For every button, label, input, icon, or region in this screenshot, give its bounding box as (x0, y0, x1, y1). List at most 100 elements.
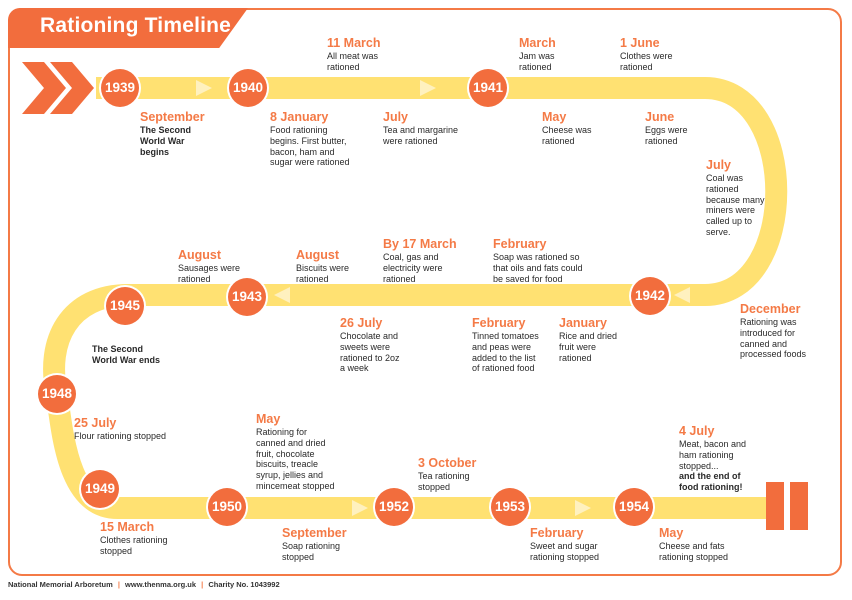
year-1954: 1954 (615, 488, 653, 526)
event-line: processed foods (740, 349, 807, 360)
footer: National Memorial Arboretum | www.thenma… (8, 580, 280, 589)
year-1945: 1945 (106, 287, 144, 325)
event-jul-1941-coal: July Coal was rationed because many mine… (706, 158, 765, 238)
event-month: 8 January (270, 110, 329, 124)
event-line: be saved for food (493, 273, 563, 284)
event-line: The Second (140, 125, 192, 135)
footer-site-link[interactable]: www.thenma.org.uk (125, 580, 197, 589)
event-line: rationed (559, 352, 592, 363)
event-line: serve. (706, 226, 731, 237)
event-jan-1940: 8 January Food rationing begins. First b… (270, 110, 350, 168)
year-1943: 1943 (228, 278, 266, 316)
event-line: rationed (296, 273, 329, 284)
event-month: 11 March (327, 36, 381, 50)
event-line-highlight: food rationing! (679, 482, 743, 493)
event-line: Rice and dried (559, 331, 618, 341)
event-mar-1941: March Jam was rationed (519, 36, 556, 73)
event-line: Cheese was (542, 125, 592, 135)
year-1940: 1940 (229, 69, 267, 107)
event-line: mincemeat stopped (256, 480, 335, 491)
event-month: May (659, 526, 684, 540)
event-line: All meat was (327, 51, 379, 61)
year-1948: 1948 (38, 375, 76, 413)
event-line: were rationed (383, 135, 438, 146)
event-month: August (178, 248, 222, 262)
event-line: rationed (519, 61, 552, 72)
event-month: February (530, 526, 584, 540)
event-month: By 17 March (383, 237, 457, 251)
year-1950: 1950 (208, 488, 246, 526)
event-line: Eggs were (645, 125, 688, 135)
event-line: fruit, chocolate (256, 448, 315, 459)
event-line: stopped (100, 545, 133, 556)
event-line: Rationing was (740, 317, 797, 327)
event-month: July (383, 110, 409, 124)
event-line: Sweet and sugar (530, 541, 598, 551)
end-bar-1 (766, 482, 784, 530)
footer-separator: | (201, 580, 204, 589)
event-line: canned and (740, 338, 788, 349)
event-feb-1942-tins: February Tinned tomatoes and peas were a… (472, 316, 539, 374)
event-month: 25 July (74, 416, 117, 430)
start-chevron-2 (50, 62, 94, 114)
event-line: rationed (645, 135, 678, 146)
event-line: and peas were (472, 341, 532, 352)
event-line: Clothes rationing (100, 535, 168, 545)
event-jan-1942-rice: January Rice and dried fruit were ration… (559, 316, 617, 363)
event-line: Tinned tomatoes (472, 331, 539, 341)
event-line: Coal was (706, 173, 744, 183)
event-war-ends: The Second World War ends (92, 344, 160, 366)
event-line: rationed (383, 273, 416, 284)
year-1953: 1953 (491, 488, 529, 526)
poster-frame (8, 8, 842, 576)
event-line: rationing stopped (530, 551, 600, 562)
event-line: fruit were (559, 341, 597, 352)
event-line: biscuits, treacle (256, 459, 319, 470)
event-may-1950: May Rationing for canned and dried fruit… (256, 412, 335, 492)
event-jun-1941-clothes: 1 June Clothes were rationed (620, 36, 673, 73)
event-jul-1942-chocolate: 26 July Chocolate and sweets were ration… (340, 316, 400, 374)
event-line: Biscuits were (296, 263, 350, 273)
year-1952: 1952 (375, 488, 413, 526)
event-line: stopped (418, 481, 451, 492)
event-line: sweets were (340, 341, 391, 352)
event-line: miners were (706, 205, 756, 216)
event-line: Soap rationing (282, 541, 341, 551)
year-1949: 1949 (81, 470, 119, 508)
event-jul-1948: 25 July Flour rationing stopped (74, 416, 166, 442)
event-line: World War ends (92, 354, 161, 365)
event-line: Coal, gas and (383, 252, 439, 262)
event-month: September (140, 110, 205, 124)
event-month: July (706, 158, 732, 172)
event-month: January (559, 316, 607, 330)
event-may-1954: May Cheese and fats rationing stopped (659, 526, 728, 563)
event-line: Sausages were (178, 263, 241, 273)
event-line: Jam was (519, 51, 555, 61)
year-1942: 1942 (631, 277, 669, 315)
event-line: begins (140, 146, 170, 157)
event-month: 1 June (620, 36, 660, 50)
event-line: rationed to 2oz (340, 352, 400, 363)
track-arrows (196, 80, 690, 516)
event-line: electricity were (383, 262, 443, 273)
event-line: sugar were rationed (270, 157, 350, 168)
event-month: 4 July (679, 424, 715, 438)
event-line: that oils and fats could (493, 262, 583, 273)
event-line: The Second (92, 344, 144, 354)
event-may-1941: May Cheese was rationed (542, 110, 592, 147)
event-feb-1953: February Sweet and sugar rationing stopp… (530, 526, 599, 563)
event-line-highlight: and the end of (679, 471, 741, 482)
title-banner (8, 8, 248, 48)
event-line: World War (140, 135, 185, 146)
event-line: rationed (178, 273, 211, 284)
event-line: syrup, jellies and (256, 470, 324, 481)
event-line: Cheese and fats (659, 541, 725, 551)
event-aug-1942-biscuits: August Biscuits were rationed (296, 248, 349, 285)
event-mar-1942-coal: By 17 March Coal, gas and electricity we… (383, 237, 457, 284)
event-line: Tea and margarine (383, 125, 459, 135)
event-line: rationed (706, 183, 739, 194)
event-line: Soap was rationed so (493, 252, 580, 262)
event-jul-1940: July Tea and margarine were rationed (383, 110, 458, 147)
event-line: rationed (542, 135, 575, 146)
